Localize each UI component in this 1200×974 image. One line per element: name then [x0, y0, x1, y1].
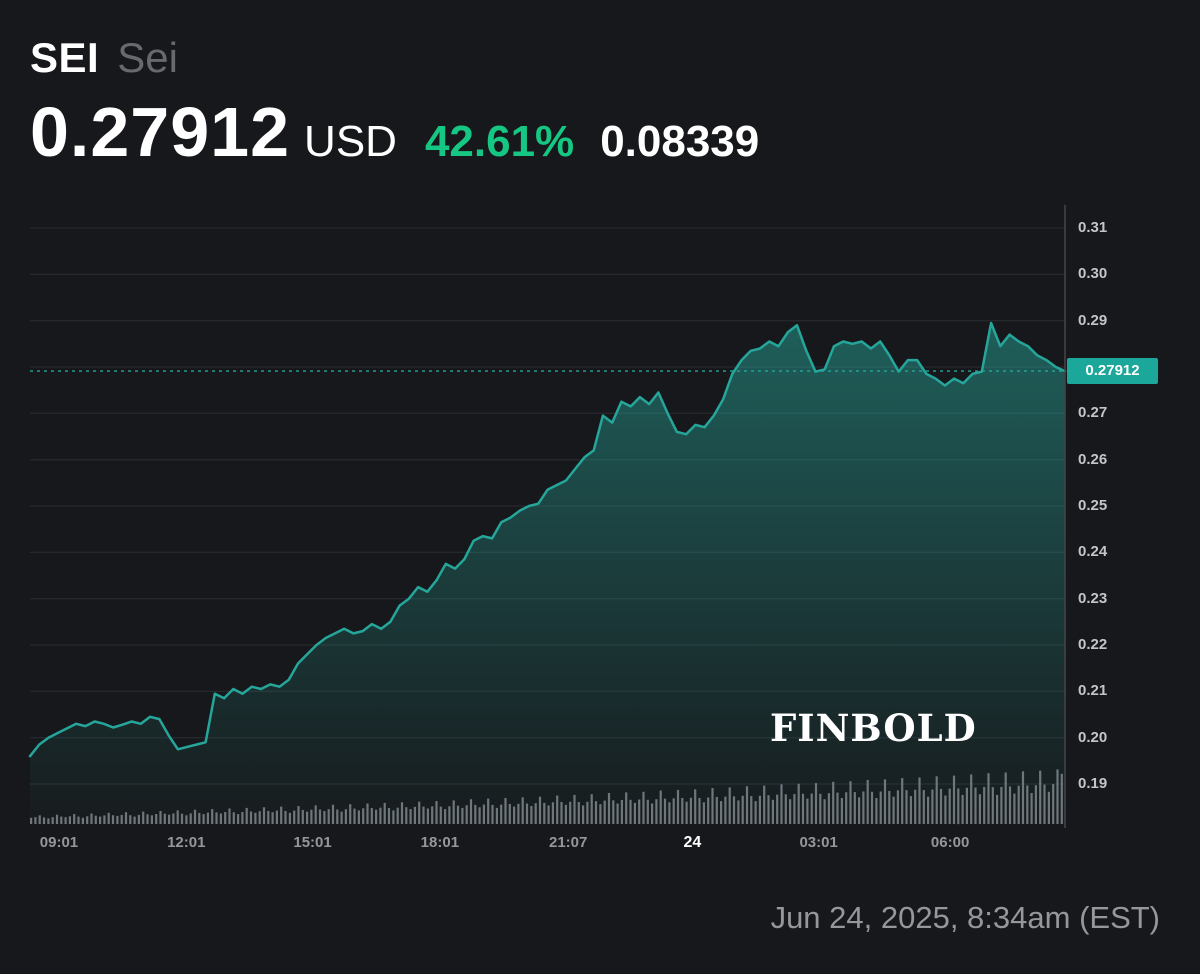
x-axis-label: 06:00: [930, 834, 970, 851]
price-change-absolute: 0.08339: [600, 117, 760, 166]
ticker-header: SEI Sei: [30, 34, 178, 82]
x-axis-label: 12:01: [167, 834, 206, 851]
current-price-tag: 0.27912: [1067, 358, 1158, 385]
coin-name: Sei: [117, 34, 178, 81]
x-axis-label: 09:01: [39, 834, 79, 851]
x-axis-label: 24: [683, 834, 702, 851]
y-axis-label: 0.31: [1078, 219, 1108, 236]
y-axis-label: 0.22: [1078, 636, 1108, 653]
y-axis-label: 0.27: [1078, 404, 1108, 422]
price-header: 0.27912 USD 42.61% 0.08339: [30, 92, 759, 172]
price-change-percent: 42.61%: [424, 117, 575, 166]
y-axis-label: 0.19: [1078, 775, 1108, 792]
y-axis-label: 0.30: [1078, 265, 1108, 283]
price-currency: USD: [304, 117, 397, 166]
x-axis-label: 03:01: [799, 834, 838, 851]
y-axis-label: 0.29: [1078, 311, 1108, 329]
timestamp: Jun 24, 2025, 8:34am (EST): [770, 900, 1160, 935]
y-axis-label: 0.21: [1078, 682, 1108, 700]
x-axis-label: 15:01: [293, 834, 332, 851]
x-axis-label: 18:01: [420, 834, 460, 851]
y-axis-label: 0.23: [1078, 589, 1108, 607]
finbold-watermark: FINBOLD: [770, 706, 977, 750]
x-axis-label: 21:07: [549, 834, 588, 851]
y-axis-label: 0.25: [1078, 497, 1108, 514]
y-axis-label: 0.26: [1078, 450, 1108, 468]
y-axis-label: 0.20: [1078, 728, 1108, 746]
price-value: 0.27912: [30, 93, 291, 171]
y-axis-label: 0.24: [1078, 543, 1108, 561]
ticker-symbol: SEI: [30, 34, 100, 81]
